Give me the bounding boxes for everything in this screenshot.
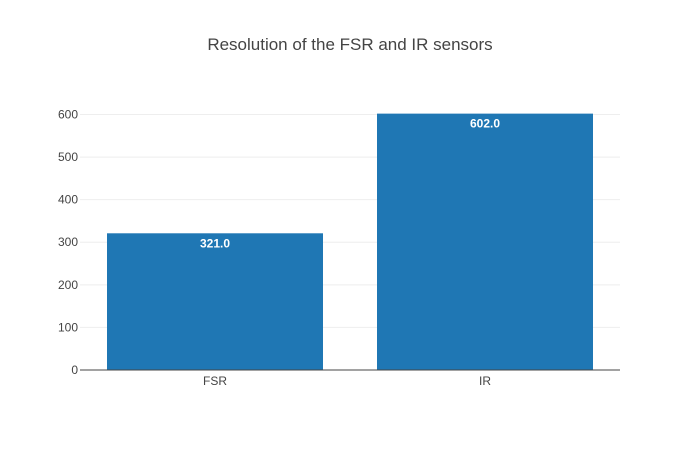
y-tick-label: 400 — [58, 193, 78, 207]
y-tick-label: 0 — [71, 363, 78, 377]
bar-value-label: 321.0 — [200, 236, 230, 250]
x-axis-ticks: FSR IR — [203, 374, 491, 388]
y-tick-label: 300 — [58, 235, 78, 249]
bar-ir[interactable] — [377, 113, 593, 371]
y-tick-label: 500 — [58, 150, 78, 164]
x-tick-label: FSR — [203, 374, 227, 388]
bar-fsr[interactable] — [107, 233, 323, 370]
y-tick-label: 100 — [58, 320, 78, 334]
bars: 321.0 602.0 — [107, 113, 593, 371]
chart-title: Resolution of the FSR and IR sensors — [207, 35, 492, 54]
bar-value-label: 602.0 — [470, 117, 500, 131]
y-axis-ticks: 0 100 200 300 400 500 600 — [58, 107, 78, 377]
x-tick-label: IR — [479, 374, 491, 388]
y-tick-label: 200 — [58, 278, 78, 292]
y-tick-label: 600 — [58, 107, 78, 121]
